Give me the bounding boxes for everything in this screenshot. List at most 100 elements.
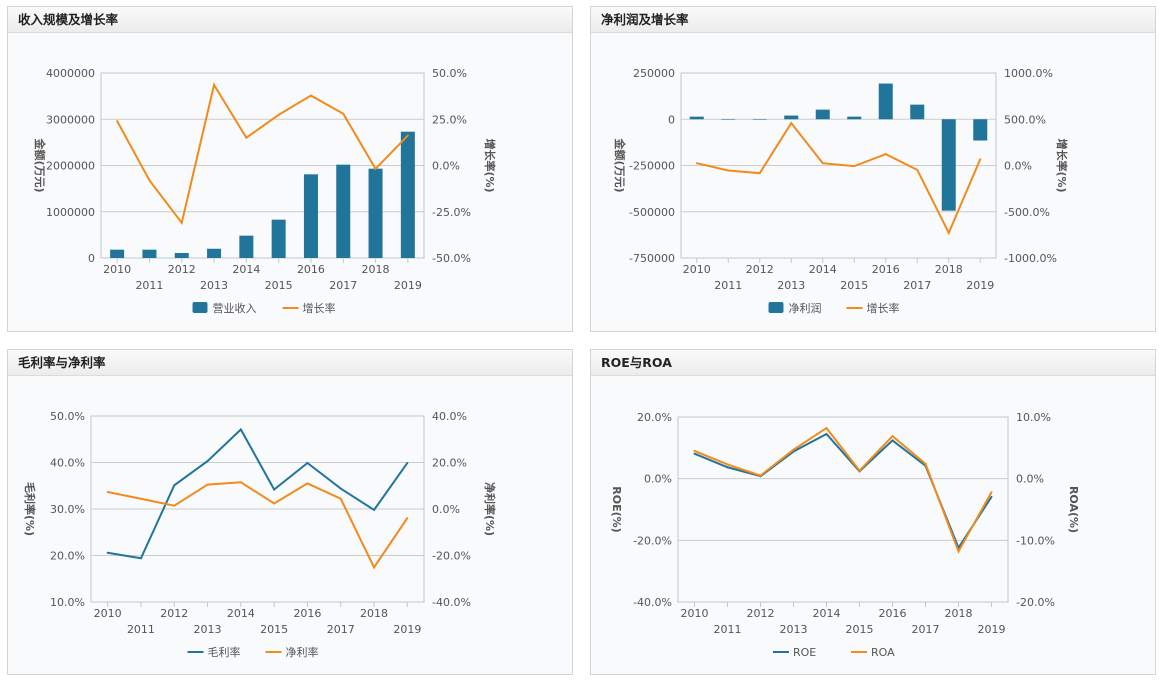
data-point [825,427,828,430]
x-tick-label: 2013 [777,279,805,292]
x-tick-label: 2018 [945,607,973,620]
left-tick-label: 50.0% [50,410,85,423]
panel-margins: 毛利率与净利率 10.0% -40.0% 20.0% -20.0% 30.0% 0.0% 4… [7,349,573,675]
left-tick-label: 40.0% [50,457,85,470]
data-point [726,463,729,466]
left-tick-label: -20.0% [633,534,672,547]
left-tick-label: 2000000 [46,160,95,173]
data-point [821,162,824,165]
right-tick-label: -25.0% [432,206,471,219]
x-tick-label: 2017 [903,279,931,292]
legend-label: 营业收入 [213,301,257,315]
data-point [891,435,894,438]
data-point [277,113,280,116]
data-point [373,508,376,511]
legend-swatch-bar [768,302,784,313]
right-tick-label: 500.0% [1004,113,1046,126]
series-line [107,427,409,560]
panel-revenue: 收入规模及增长率 0 -50.0% 1000000 -25.0% 2000000 0.0%… [7,6,573,332]
data-point [406,461,409,464]
x-tick-label: 2010 [681,607,709,620]
data-point [990,495,993,498]
x-tick-label: 2012 [746,263,774,276]
left-axis-title: 金额(万元) [33,137,47,192]
data-point [206,460,209,463]
data-point [373,566,376,569]
data-point [695,162,698,165]
data-point [406,517,409,520]
panel-title: 净利润及增长率 [591,7,1155,33]
left-tick-label: 0.0% [644,473,672,486]
x-tick-label: 2010 [683,263,711,276]
data-point [213,83,216,86]
x-tick-label: 2017 [329,279,357,292]
data-point [148,179,151,182]
bar [271,219,286,258]
x-tick-label: 2017 [912,623,940,636]
data-point [825,432,828,435]
data-point [106,551,109,554]
left-axis-title: 金额(万元) [613,137,627,192]
series-line [696,121,982,236]
bar [815,109,830,120]
data-point [180,221,183,224]
right-tick-label: -1000.0% [1004,252,1057,265]
x-tick-label: 2019 [966,279,994,292]
right-tick-label: 0.0% [432,503,460,516]
bar [368,168,383,258]
data-point [758,172,761,175]
left-tick-label: 20.0% [637,411,672,424]
x-tick-label: 2014 [813,607,841,620]
right-tick-label: 0.0% [432,160,460,173]
data-point [727,169,730,172]
x-tick-label: 2012 [160,607,188,620]
data-point [957,550,960,553]
series-line [107,481,409,570]
legend-label: ROE [793,646,816,659]
legend-label: ROA [871,646,895,659]
data-point [173,484,176,487]
data-point [116,120,119,123]
right-tick-label: 0.0% [1016,473,1044,486]
data-point [239,428,242,431]
bar [878,83,893,120]
bar [973,119,988,141]
bar [207,248,222,258]
x-tick-label: 2011 [127,623,155,636]
x-tick-label: 2013 [780,623,808,636]
legend-label: 增长率 [303,301,336,315]
x-tick-label: 2012 [747,607,775,620]
data-point [239,481,242,484]
legend-label: 净利率 [286,645,319,659]
data-point [339,487,342,490]
right-tick-label: 10.0% [1016,411,1051,424]
data-point [342,112,345,115]
left-tick-label: 1000000 [46,206,95,219]
x-tick-label: 2011 [714,279,742,292]
x-tick-label: 2018 [362,263,390,276]
x-tick-label: 2015 [260,623,288,636]
right-axis-title: ROA(%) [1067,486,1080,533]
bar [910,104,925,120]
right-tick-label: 1000.0% [1004,67,1053,80]
data-point [273,488,276,491]
data-point [139,557,142,560]
series-line [694,432,993,550]
left-tick-label: 0 [668,113,675,126]
x-tick-label: 2012 [168,263,196,276]
right-tick-label: 25.0% [432,113,467,126]
x-tick-label: 2016 [872,263,900,276]
data-point [374,167,377,170]
data-point [891,439,894,442]
x-tick-label: 2016 [293,607,321,620]
data-point [406,134,409,137]
plot-area [90,415,425,603]
x-tick-label: 2011 [135,279,163,292]
right-tick-label: 20.0% [432,457,467,470]
right-axis-title: 增长率(%) [1055,138,1069,192]
data-point [759,474,762,477]
right-tick-label: -10.0% [1016,534,1055,547]
x-tick-label: 2010 [103,263,131,276]
data-point [106,491,109,494]
data-point [884,153,887,156]
